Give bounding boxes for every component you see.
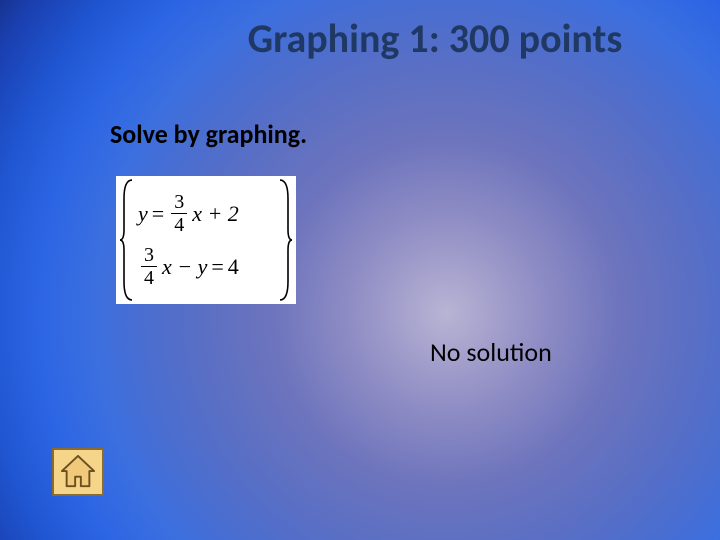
slide: Graphing 1: 300 points Solve by graphing… — [0, 0, 720, 540]
eq2-mid: x − y — [162, 256, 207, 278]
slide-title: Graphing 1: 300 points — [0, 14, 720, 63]
house-icon — [59, 454, 97, 490]
eq1-numerator: 3 — [171, 191, 187, 214]
answer-text: No solution — [430, 336, 552, 368]
home-button[interactable] — [52, 448, 104, 496]
eq2-rhs: 4 — [228, 256, 239, 278]
prompt-text: Solve by graphing. — [110, 118, 307, 150]
left-brace-icon — [120, 178, 134, 302]
eq1-tail: x + 2 — [192, 203, 239, 225]
equation-1: y = 3 4 x + 2 — [138, 191, 286, 236]
eq2-denominator: 4 — [141, 267, 157, 289]
eq1-denominator: 4 — [171, 214, 187, 236]
equation-2: 3 4 x − y = 4 — [138, 244, 286, 289]
eq1-lhs: y — [138, 203, 148, 225]
eq2-fraction: 3 4 — [141, 244, 157, 289]
right-brace-icon — [278, 178, 292, 302]
eq1-fraction: 3 4 — [171, 191, 187, 236]
eq2-equals: = — [211, 256, 223, 278]
eq2-numerator: 3 — [141, 244, 157, 267]
eq1-equals: = — [152, 203, 164, 225]
equation-system: y = 3 4 x + 2 3 4 x − y = 4 — [116, 176, 296, 304]
